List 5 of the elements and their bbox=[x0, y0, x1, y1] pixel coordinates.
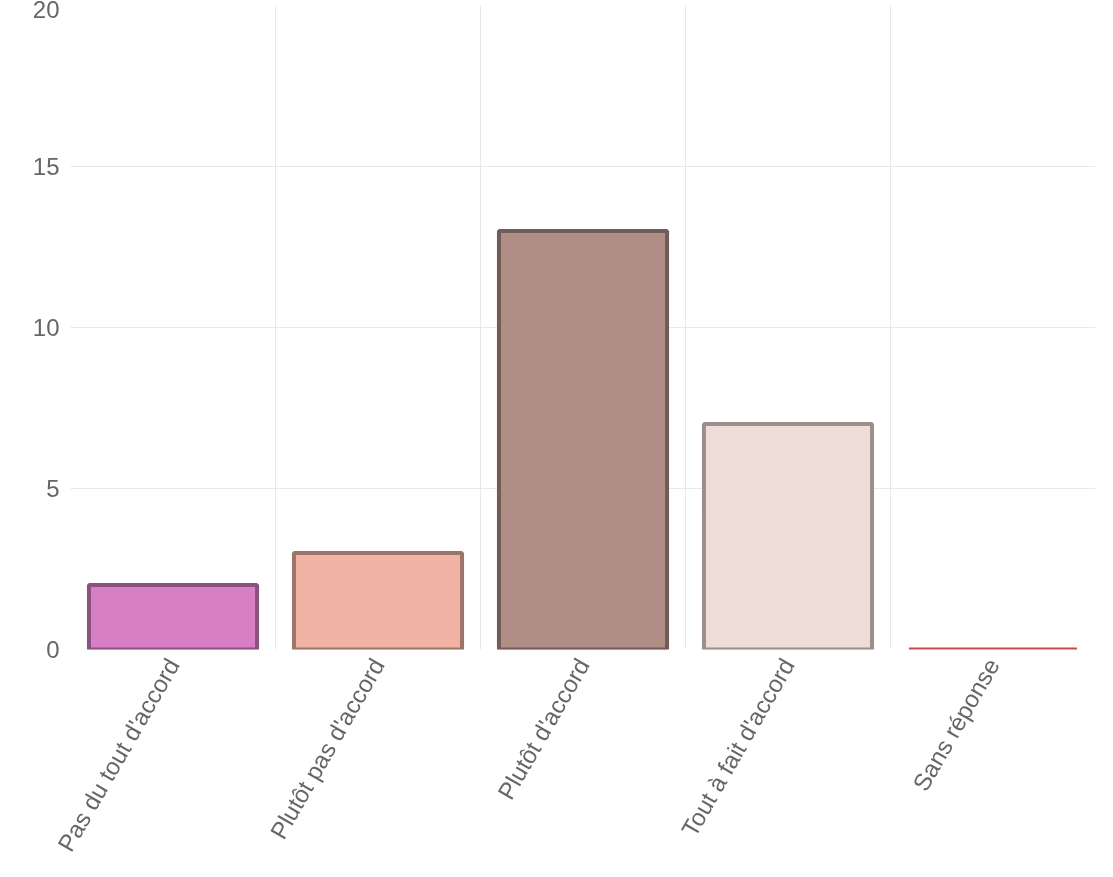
y-tick-label: 5 bbox=[46, 475, 60, 502]
y-tick-label: 20 bbox=[32, 0, 60, 23]
y-tick-label: 0 bbox=[46, 636, 60, 663]
y-tick-label: 15 bbox=[32, 153, 60, 180]
y-tick-label: 10 bbox=[32, 314, 60, 341]
